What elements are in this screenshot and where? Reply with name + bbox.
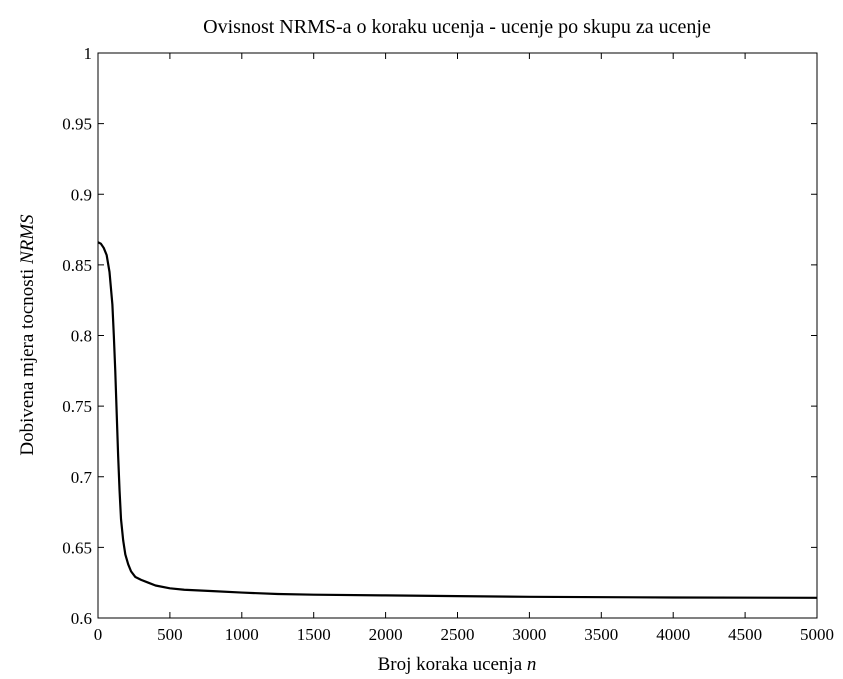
axis-ticks: 0 500 1000 1500 2000 2500 3000 3500 4000 4500 5000…: [62, 44, 834, 644]
nrms-series-line: [97, 241, 818, 599]
x-tick-label: 4000: [656, 625, 690, 644]
plot-area: [97, 52, 818, 619]
y-tick-label: 0.65: [62, 538, 92, 557]
x-tick-label: 500: [157, 625, 183, 644]
y-tick-label: 0.95: [62, 115, 92, 134]
x-tick-label: 1000: [225, 625, 259, 644]
x-tick-label: 5000: [800, 625, 834, 644]
x-tick-label: 3500: [584, 625, 618, 644]
x-tick-label: 2500: [441, 625, 475, 644]
y-axis-label: Dobivena mjera tocnosti NRMS: [17, 214, 38, 456]
y-tick-label: 0.6: [71, 609, 92, 628]
y-axis-label-text: Dobivena mjera tocnosti: [17, 264, 38, 456]
y-tick-label: 0.9: [71, 185, 92, 204]
y-axis-label-variable: NRMS: [17, 214, 38, 265]
x-tick-label: 2000: [369, 625, 403, 644]
y-tick-label: 0.8: [71, 327, 92, 346]
x-tick-label: 3000: [512, 625, 546, 644]
x-axis-label-text: Broj koraka ucenja: [378, 654, 527, 675]
x-tick-label: 0: [94, 625, 103, 644]
y-tick-label: 0.7: [71, 468, 93, 487]
x-tick-label: 1500: [297, 625, 331, 644]
y-tick-label: 1: [84, 44, 93, 63]
y-tick-label: 0.75: [62, 397, 92, 416]
x-axis-label-variable: n: [527, 654, 537, 675]
y-tick-label: 0.85: [62, 256, 92, 275]
x-axis-label: Broj koraka ucenja n: [378, 654, 537, 675]
chart-title: Ovisnost NRMS-a o koraku ucenja - ucenje…: [203, 16, 711, 38]
x-tick-label: 4500: [728, 625, 762, 644]
